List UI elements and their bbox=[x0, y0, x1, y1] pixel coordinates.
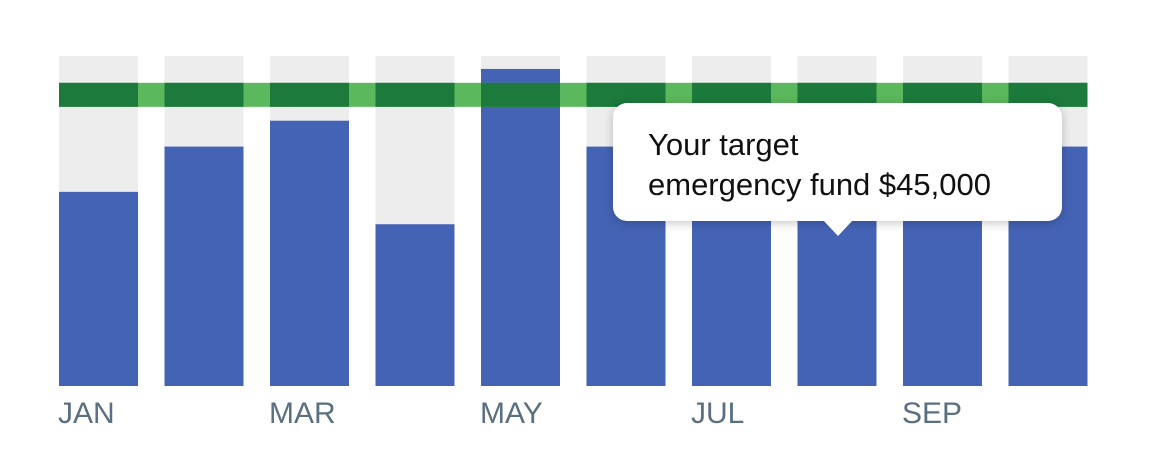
bar-feb bbox=[164, 146, 244, 386]
target-line-segment-mar bbox=[270, 82, 349, 107]
bar-jan bbox=[59, 191, 138, 386]
x-tick-label-jan: JAN bbox=[58, 397, 115, 430]
target-line-segment-feb bbox=[164, 82, 244, 107]
target-line-segment-sep bbox=[903, 82, 982, 107]
bar-may bbox=[481, 68, 560, 387]
target-line-segment-jun bbox=[586, 82, 666, 107]
target-line-segment-jan bbox=[59, 82, 138, 107]
x-tick-label-sep: SEP bbox=[902, 397, 962, 430]
x-tick-label-mar: MAR bbox=[269, 397, 336, 430]
x-tick-label-may: MAY bbox=[480, 397, 543, 430]
target-line-segment-aug bbox=[797, 82, 877, 107]
tooltip-pointer bbox=[823, 220, 853, 236]
tooltip-line-2: emergency fund $45,000 bbox=[648, 167, 991, 202]
tooltip-line-1: Your target bbox=[648, 127, 799, 162]
target-line-segment-jul bbox=[692, 82, 771, 107]
bar-mar bbox=[270, 120, 349, 387]
x-tick-label-jul: JUL bbox=[691, 397, 744, 430]
target-line-segment-may bbox=[481, 82, 560, 107]
target-line-segment-apr bbox=[375, 82, 455, 107]
bar-apr bbox=[375, 224, 455, 386]
target-tooltip: Your target emergency fund $45,000 bbox=[613, 103, 1062, 236]
target-line-segment-oct bbox=[1008, 82, 1088, 107]
